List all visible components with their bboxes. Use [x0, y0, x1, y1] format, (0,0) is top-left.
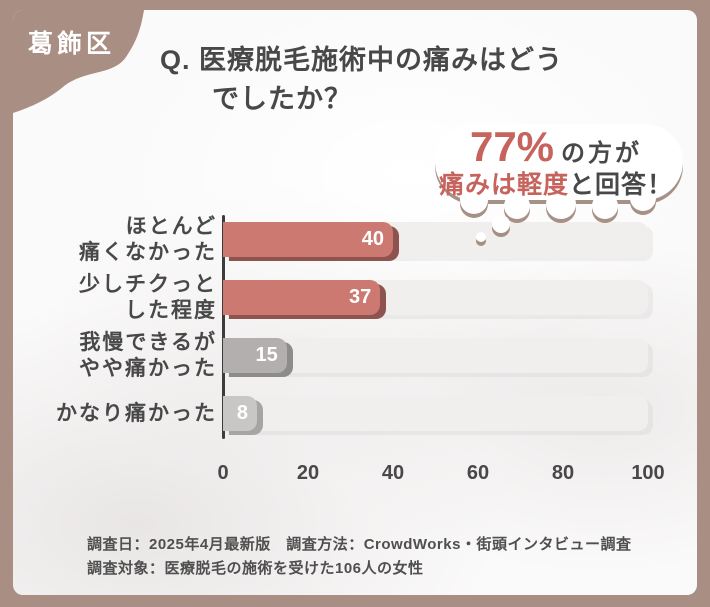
x-tick-label: 40: [381, 462, 405, 484]
bar-chart: ほとんど 痛くなかった 40 少しチクっと した程度 37 我慢できるが やや痛かった 15 かな…: [13, 215, 673, 485]
thought-trail-dot-large: [492, 215, 510, 233]
survey-meta-line2: 調査対象：医療脱毛の施術を受けた106人の女性: [87, 560, 424, 577]
survey-meta-line1: 調査日：2025年4月最新版 調査方法：CrowdWorks・街頭インタビュー調…: [87, 536, 632, 553]
page-title: Q. 医療脱毛施術中の痛みはどう でしたか？: [160, 41, 563, 119]
category-label: 我慢できるが やや痛かった: [79, 330, 217, 380]
x-axis-ticks: 0 20 40 60 80 100: [217, 462, 664, 488]
infographic-card: 葛飾区 Q. 医療脱毛施術中の痛みはどう でしたか？ 77% の方が: [13, 10, 697, 595]
x-tick-label: 100: [631, 462, 665, 484]
x-tick-label: 0: [217, 462, 229, 484]
bar-track: [223, 396, 648, 431]
callout-line1-rest: の方が: [561, 140, 643, 167]
bar-value-label: 37: [349, 286, 372, 308]
bar-fill: 40: [223, 222, 393, 257]
page-title-line2: でしたか？: [212, 84, 352, 114]
bar-area: 37: [223, 280, 648, 315]
bar-fill: 8: [223, 396, 257, 431]
bar-row: ほとんど 痛くなかった 40: [13, 215, 673, 264]
bar-value-label: 8: [236, 402, 248, 424]
area-badge: 葛飾区: [28, 30, 116, 58]
bar-area: 15: [223, 338, 648, 373]
bar-area: 40: [223, 222, 648, 257]
x-tick-label: 80: [551, 462, 575, 484]
category-label: かなり痛かった: [56, 401, 217, 425]
bar-value-label: 40: [361, 228, 384, 250]
x-tick-label: 60: [466, 462, 490, 484]
callout-highlight: 痛みは軽度: [438, 171, 569, 199]
category-label: ほとんど 痛くなかった: [79, 214, 217, 264]
callout-percентage: 77%: [469, 123, 555, 170]
bar-row: 少しチクっと した程度 37: [13, 273, 673, 322]
callout-line2-rest: と回答！: [569, 171, 674, 199]
page-title-line1: Q. 医療脱毛施術中の痛みはどう: [160, 45, 564, 75]
bar-value-label: 15: [255, 344, 278, 366]
bar-row: かなり痛かった 8: [13, 396, 673, 431]
bar-track: [223, 338, 648, 373]
x-tick-label: 20: [296, 462, 320, 484]
callout-bubble: 77% の方が 痛みは軽度と回答！: [429, 120, 691, 248]
survey-meta: 調査日：2025年4月最新版 調査方法：CrowdWorks・街頭インタビュー調…: [87, 533, 631, 581]
callout-text: 77% の方が 痛みは軽度と回答！: [429, 126, 683, 198]
thought-trail-dot-small: [476, 232, 486, 242]
bar-fill: 37: [223, 280, 381, 315]
bar-area: 8: [223, 396, 648, 431]
y-axis-line: [222, 215, 225, 439]
category-label: 少しチクっと した程度: [79, 272, 217, 322]
bar-fill: 15: [223, 338, 287, 373]
thought-bubble-shape: [435, 124, 683, 242]
bar-rows: ほとんど 痛くなかった 40 少しチクっと した程度 37 我慢できるが やや痛かった 15 かな…: [13, 215, 673, 431]
bar-row: 我慢できるが やや痛かった 15: [13, 331, 673, 380]
